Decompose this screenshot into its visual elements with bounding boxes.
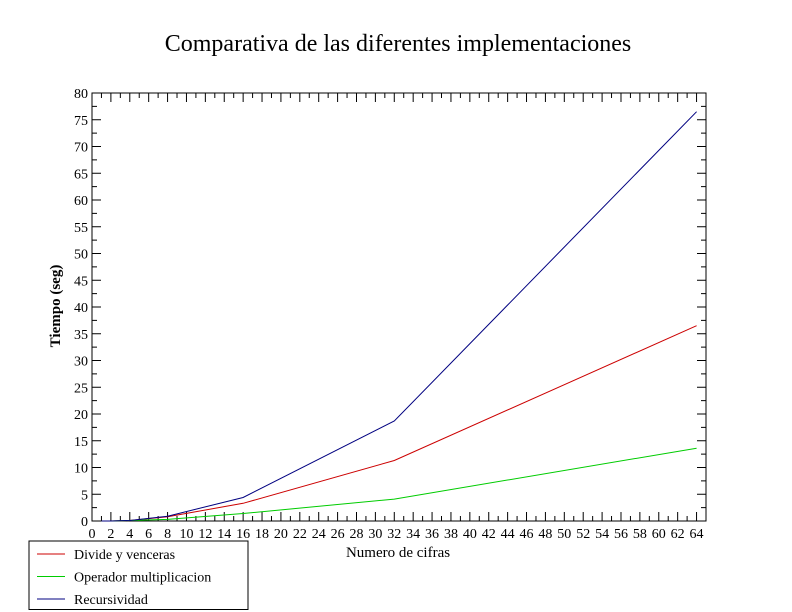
x-tick-label: 50 [557, 527, 571, 542]
x-tick-label: 14 [217, 527, 231, 542]
y-tick-label: 65 [74, 167, 88, 182]
x-tick-label: 52 [576, 527, 590, 542]
y-axis-label: Tiempo (seg) [48, 265, 64, 348]
x-tick-label: 26 [331, 527, 345, 542]
chart-title: Comparativa de las diferentes implementa… [165, 31, 632, 57]
y-tick-label: 80 [74, 87, 88, 102]
x-tick-label: 40 [463, 527, 477, 542]
x-tick-label: 0 [89, 527, 96, 542]
x-tick-label: 28 [349, 527, 363, 542]
legend-entry: Operador multiplicacion [74, 571, 211, 586]
x-tick-label: 64 [690, 527, 704, 542]
x-tick-label: 12 [198, 527, 212, 542]
x-axis-label: Numero de cifras [346, 545, 450, 561]
y-tick-label: 20 [74, 408, 88, 423]
x-tick-label: 46 [520, 527, 534, 542]
y-tick-label: 55 [74, 221, 88, 236]
y-tick-label: 0 [81, 515, 88, 530]
x-tick-label: 56 [614, 527, 628, 542]
y-tick-label: 25 [74, 381, 88, 396]
x-tick-label: 38 [444, 527, 458, 542]
y-tick-label: 15 [74, 435, 88, 450]
x-tick-label: 62 [671, 527, 685, 542]
x-tick-label: 4 [126, 527, 133, 542]
x-tick-label: 42 [482, 527, 496, 542]
y-tick-label: 50 [74, 248, 88, 263]
x-tick-label: 58 [633, 527, 647, 542]
y-tick-label: 75 [74, 114, 88, 129]
x-tick-label: 10 [179, 527, 193, 542]
x-tick-label: 16 [236, 527, 250, 542]
x-tick-label: 36 [425, 527, 439, 542]
x-tick-label: 22 [293, 527, 307, 542]
y-tick-label: 45 [74, 274, 88, 289]
x-tick-label: 20 [274, 527, 288, 542]
legend-box [28, 540, 249, 610]
y-tick-label: 35 [74, 328, 88, 343]
y-tick-label: 30 [74, 355, 88, 370]
legend-entry: Divide y venceras [74, 548, 175, 563]
x-tick-label: 32 [387, 527, 401, 542]
y-tick-label: 10 [74, 462, 88, 477]
x-tick-label: 60 [652, 527, 666, 542]
y-tick-label: 40 [74, 301, 88, 316]
x-tick-label: 54 [595, 527, 609, 542]
plot-frame [91, 92, 707, 522]
series-line-2 [101, 111, 697, 522]
legend: Divide y venceras Operador multiplicacion… [28, 540, 249, 610]
x-tick-label: 34 [406, 527, 420, 542]
x-tick-label: 24 [312, 527, 326, 542]
x-tick-label: 2 [107, 527, 114, 542]
y-tick-label: 5 [81, 488, 88, 503]
x-tick-label: 6 [145, 527, 152, 542]
y-tick-label: 60 [74, 194, 88, 209]
legend-entry: Recursividad [74, 593, 148, 608]
x-tick-label: 8 [164, 527, 171, 542]
x-tick-label: 48 [538, 527, 552, 542]
y-tick-label: 70 [74, 141, 88, 156]
x-tick-label: 18 [255, 527, 269, 542]
x-tick-label: 30 [368, 527, 382, 542]
series-line-0 [101, 325, 697, 522]
x-tick-label: 44 [501, 527, 515, 542]
